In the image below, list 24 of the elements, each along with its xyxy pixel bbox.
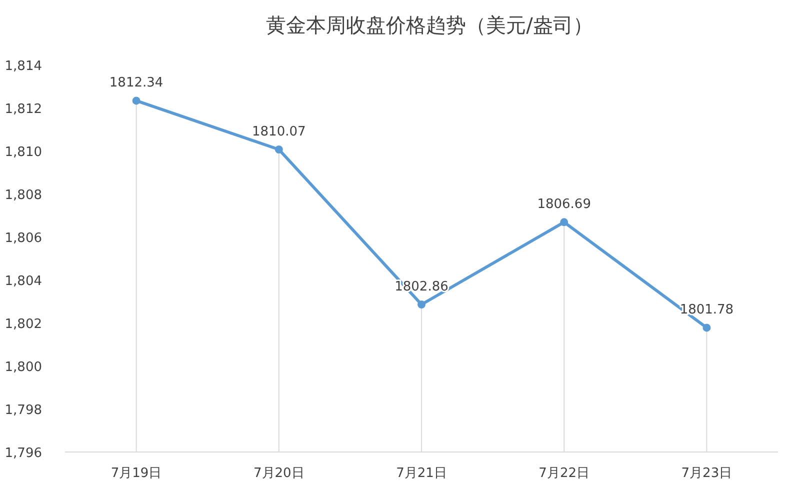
y-tick-label: 1,804	[4, 274, 42, 289]
y-tick-label: 1,798	[4, 403, 42, 418]
y-tick-label: 1,810	[4, 145, 42, 160]
y-tick-label: 1,806	[4, 231, 42, 246]
point	[418, 300, 426, 309]
y-tick-label: 1,808	[4, 188, 42, 203]
point	[132, 96, 140, 105]
x-tick-label: 7月20日	[253, 466, 304, 481]
point	[560, 218, 568, 226]
y-tick-label: 1,812	[4, 102, 42, 117]
y-tick-label: 1,796	[4, 446, 42, 461]
x-tick-label: 7月21日	[396, 466, 447, 481]
point	[702, 324, 711, 332]
y-tick-label: 1,802	[4, 317, 42, 332]
data-label: 1806.69	[537, 197, 591, 212]
x-tick-label: 7月22日	[538, 466, 590, 481]
x-tick-label: 7月23日	[681, 466, 732, 481]
point	[274, 145, 283, 154]
y-tick-label: 1,800	[4, 360, 42, 375]
chart-title: 黄金本周收盘价格趋势（美元/盎司）	[266, 13, 593, 37]
data-label: 1810.07	[252, 124, 306, 140]
x-tick-label: 7月19日	[110, 466, 162, 481]
y-tick-label: 1,814	[4, 59, 42, 74]
data-label: 1812.34	[109, 76, 164, 91]
